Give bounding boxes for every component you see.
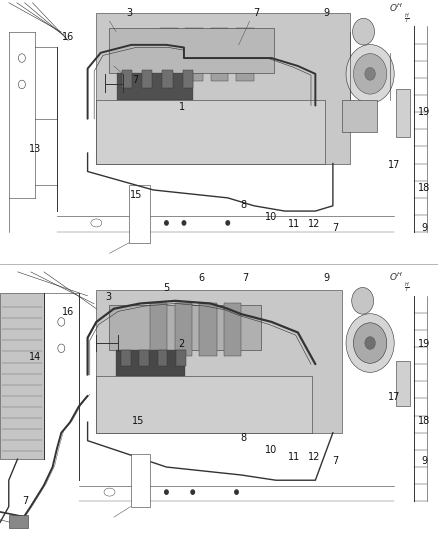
Text: 10: 10 <box>265 446 278 455</box>
Bar <box>396 89 410 137</box>
Text: 12: 12 <box>308 452 321 462</box>
Text: 7: 7 <box>253 9 259 18</box>
Bar <box>96 100 325 164</box>
Text: 9: 9 <box>323 9 329 18</box>
Circle shape <box>165 221 168 225</box>
Circle shape <box>346 45 394 103</box>
Text: 18: 18 <box>418 416 430 426</box>
Text: 5: 5 <box>163 283 170 293</box>
Bar <box>158 350 167 366</box>
Circle shape <box>191 490 194 494</box>
Bar <box>183 70 193 88</box>
Circle shape <box>353 54 387 94</box>
Circle shape <box>365 68 375 80</box>
Bar <box>175 303 192 356</box>
Circle shape <box>365 337 375 350</box>
Text: 15: 15 <box>132 416 144 426</box>
Bar <box>160 28 178 81</box>
Bar <box>139 350 149 366</box>
Text: $\frac{H}{7}$: $\frac{H}{7}$ <box>405 280 410 295</box>
Text: 2: 2 <box>179 339 185 349</box>
Text: 17: 17 <box>388 160 400 170</box>
Text: $\frac{H}{7}$: $\frac{H}{7}$ <box>405 11 410 26</box>
Text: 7: 7 <box>22 496 28 506</box>
Text: 16: 16 <box>62 33 74 42</box>
Bar <box>211 28 229 81</box>
Bar <box>396 361 410 406</box>
Text: 16: 16 <box>62 307 74 317</box>
Text: 7: 7 <box>133 75 139 85</box>
Bar <box>131 454 150 506</box>
Bar <box>122 70 132 88</box>
Bar <box>224 303 241 356</box>
Bar <box>117 74 193 100</box>
Text: 19: 19 <box>418 107 430 117</box>
Text: 19: 19 <box>418 339 430 349</box>
Bar <box>199 303 216 356</box>
Bar <box>96 376 312 433</box>
Text: 13: 13 <box>29 144 41 154</box>
Bar <box>96 13 350 164</box>
Text: 3: 3 <box>126 9 132 18</box>
Bar <box>116 350 185 376</box>
Circle shape <box>235 490 238 494</box>
Text: 3: 3 <box>106 293 112 302</box>
Bar <box>129 185 150 243</box>
Text: 8: 8 <box>240 200 246 210</box>
Text: 9: 9 <box>323 273 329 283</box>
Text: 11: 11 <box>288 219 300 229</box>
Text: 7: 7 <box>332 223 338 233</box>
Bar <box>150 303 167 356</box>
Bar <box>9 514 28 528</box>
Text: 12: 12 <box>308 219 321 229</box>
Circle shape <box>182 221 186 225</box>
Text: 1: 1 <box>179 102 185 111</box>
Bar <box>142 70 152 88</box>
Circle shape <box>353 323 387 364</box>
Bar <box>109 304 261 350</box>
Bar <box>176 350 186 366</box>
Text: 8: 8 <box>240 433 246 443</box>
Bar <box>342 100 377 132</box>
Text: $O^H$: $O^H$ <box>389 271 403 283</box>
Text: 11: 11 <box>288 452 300 462</box>
Circle shape <box>352 287 374 314</box>
Text: 9: 9 <box>421 223 427 233</box>
Circle shape <box>226 221 230 225</box>
Circle shape <box>165 490 168 494</box>
Bar <box>0 293 44 459</box>
Bar <box>162 70 173 88</box>
Bar <box>121 350 131 366</box>
Text: 14: 14 <box>29 352 41 362</box>
Text: 15: 15 <box>130 190 142 199</box>
Text: 9: 9 <box>421 456 427 466</box>
Text: 7: 7 <box>242 273 248 283</box>
Text: 7: 7 <box>332 456 338 466</box>
Circle shape <box>346 314 394 373</box>
Bar <box>109 28 274 74</box>
Circle shape <box>353 18 374 45</box>
Bar <box>96 290 342 433</box>
Text: 17: 17 <box>388 392 400 402</box>
Text: $O^H$: $O^H$ <box>389 2 403 14</box>
Text: 6: 6 <box>198 273 205 283</box>
Text: 10: 10 <box>265 213 278 222</box>
Text: 18: 18 <box>418 183 430 192</box>
Bar <box>236 28 254 81</box>
Bar <box>185 28 203 81</box>
